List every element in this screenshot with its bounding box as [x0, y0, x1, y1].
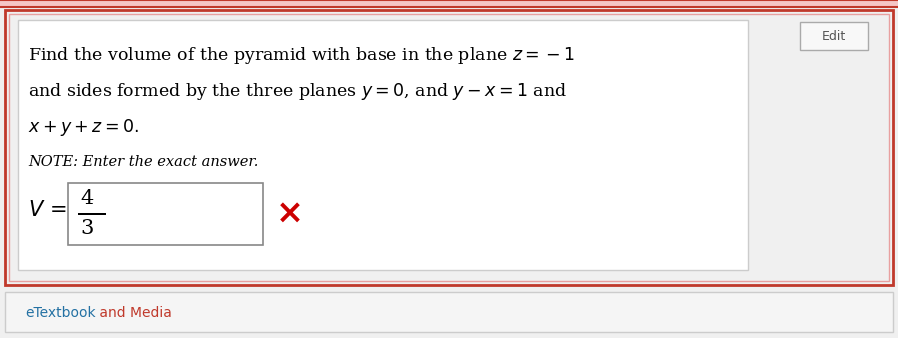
- Bar: [5, 292, 893, 332]
- Text: and sides formed by the three planes $y = 0$, and $y - x = 1$ and: and sides formed by the three planes $y …: [28, 81, 567, 102]
- Text: $\mathbf{\times}$: $\mathbf{\times}$: [275, 196, 301, 230]
- Bar: [800, 22, 868, 50]
- Text: $V\, =\,$: $V\, =\,$: [28, 200, 67, 220]
- Bar: [78, 213, 106, 215]
- Text: 3: 3: [80, 218, 93, 238]
- Bar: [68, 183, 263, 245]
- Text: Find the volume of the pyramid with base in the plane $z = -1$: Find the volume of the pyramid with base…: [28, 45, 575, 66]
- Bar: [0, 0, 898, 8]
- Text: $x + y + z = 0.$: $x + y + z = 0.$: [28, 117, 139, 138]
- Text: eTextbook: eTextbook: [25, 306, 95, 320]
- Text: and Media: and Media: [95, 306, 172, 320]
- Text: 4: 4: [80, 189, 93, 208]
- Bar: [9, 14, 889, 281]
- Bar: [18, 20, 748, 270]
- Text: NOTE: Enter the exact answer.: NOTE: Enter the exact answer.: [28, 155, 259, 169]
- Text: Edit: Edit: [822, 30, 846, 44]
- Bar: [5, 10, 893, 285]
